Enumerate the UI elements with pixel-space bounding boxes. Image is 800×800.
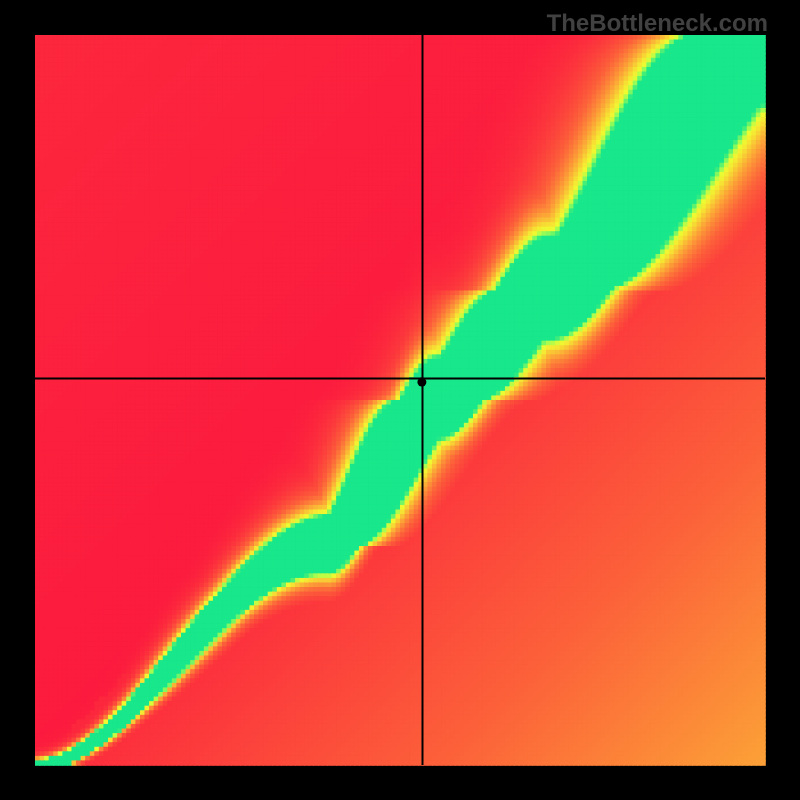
bottleneck-heatmap [0,0,800,800]
chart-container: TheBottleneck.com [0,0,800,800]
watermark-text: TheBottleneck.com [547,10,768,38]
